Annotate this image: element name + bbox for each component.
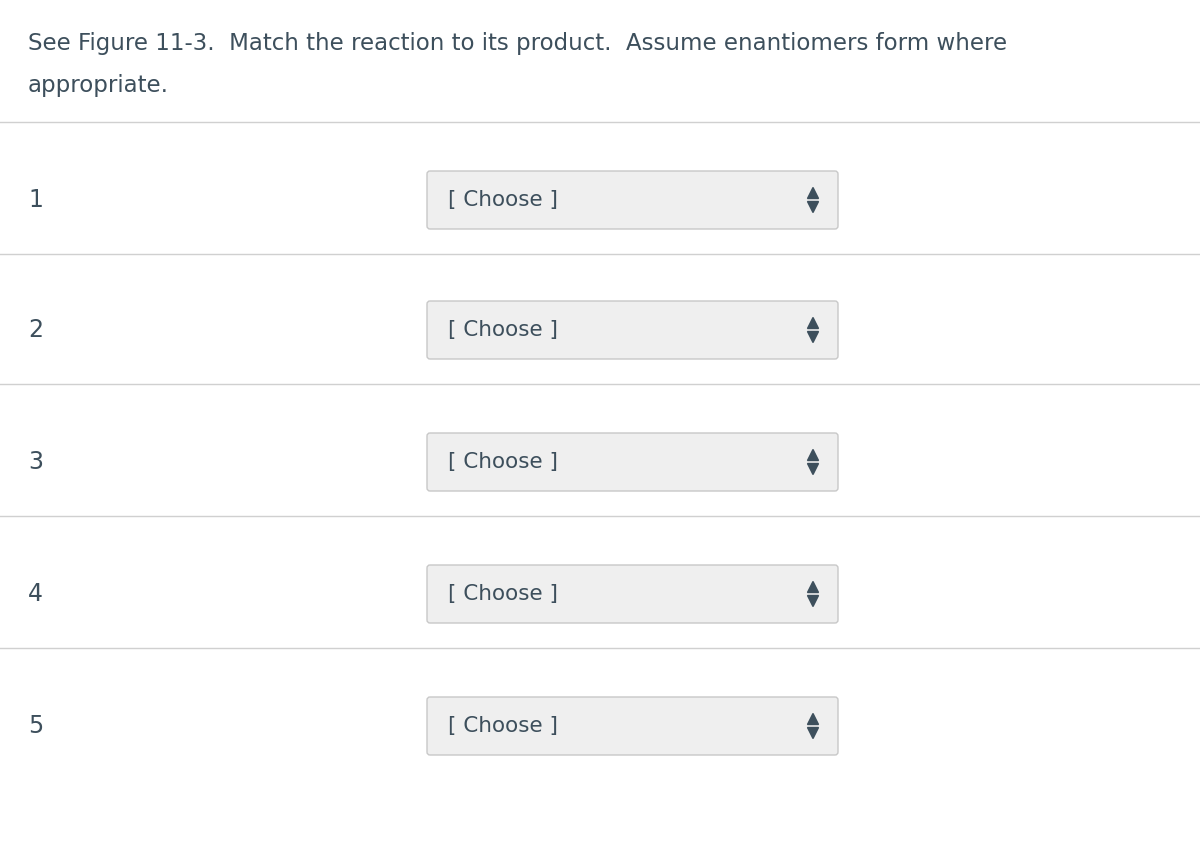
Polygon shape [808, 463, 818, 475]
Polygon shape [808, 202, 818, 213]
Polygon shape [808, 728, 818, 739]
Polygon shape [808, 332, 818, 343]
Text: appropriate.: appropriate. [28, 74, 169, 97]
FancyBboxPatch shape [427, 301, 838, 359]
Polygon shape [808, 450, 818, 461]
Text: [ Choose ]: [ Choose ] [448, 584, 558, 604]
Text: See Figure 11-3.  Match the reaction to its product.  Assume enantiomers form wh: See Figure 11-3. Match the reaction to i… [28, 32, 1007, 55]
Text: [ Choose ]: [ Choose ] [448, 452, 558, 472]
Polygon shape [808, 714, 818, 724]
FancyBboxPatch shape [427, 433, 838, 491]
Text: 5: 5 [28, 714, 43, 738]
Text: 3: 3 [28, 450, 43, 474]
Text: [ Choose ]: [ Choose ] [448, 716, 558, 736]
Polygon shape [808, 187, 818, 198]
Text: [ Choose ]: [ Choose ] [448, 190, 558, 210]
Polygon shape [808, 595, 818, 606]
Text: 1: 1 [28, 188, 43, 212]
FancyBboxPatch shape [427, 697, 838, 755]
FancyBboxPatch shape [427, 565, 838, 623]
Text: [ Choose ]: [ Choose ] [448, 320, 558, 340]
FancyBboxPatch shape [427, 171, 838, 229]
Text: 2: 2 [28, 318, 43, 342]
Polygon shape [808, 317, 818, 328]
Polygon shape [808, 581, 818, 593]
Text: 4: 4 [28, 582, 43, 606]
